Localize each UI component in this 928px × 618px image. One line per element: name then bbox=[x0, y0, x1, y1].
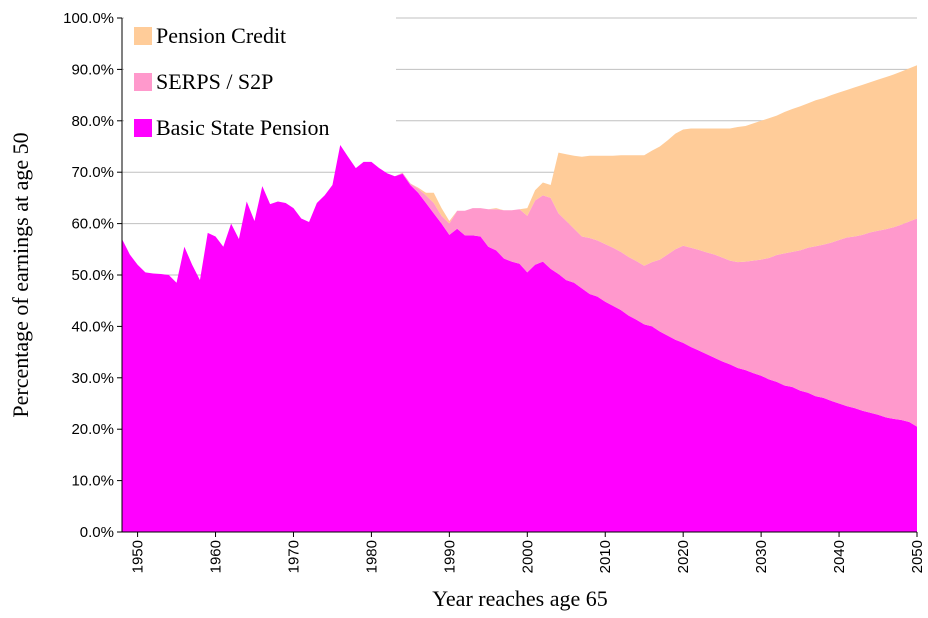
legend-label: Pension Credit bbox=[156, 23, 286, 48]
y-tick-label: 100.0% bbox=[63, 10, 114, 27]
x-axis-title: Year reaches age 65 bbox=[432, 586, 608, 611]
x-tick-label: 1970 bbox=[285, 540, 302, 573]
y-tick-label: 50.0% bbox=[71, 267, 114, 284]
y-tick-label: 0.0% bbox=[80, 524, 114, 541]
x-tick-label: 2010 bbox=[597, 540, 614, 573]
area bbox=[122, 144, 917, 532]
area bbox=[122, 144, 917, 427]
x-tick-label: 2030 bbox=[753, 540, 770, 573]
x-tick-label: 1960 bbox=[208, 540, 225, 573]
y-tick-label: 20.0% bbox=[71, 421, 114, 438]
legend-label: SERPS / S2P bbox=[156, 69, 273, 94]
x-tick-label: 2040 bbox=[831, 540, 848, 573]
x-tick-label: 2050 bbox=[909, 540, 926, 573]
y-tick-label: 30.0% bbox=[71, 370, 114, 387]
legend-swatch bbox=[134, 27, 152, 45]
y-tick-label: 10.0% bbox=[71, 473, 114, 490]
legend-swatch bbox=[134, 73, 152, 91]
x-tick-label: 1990 bbox=[441, 540, 458, 573]
y-axis-title: Percentage of earnings at age 50 bbox=[8, 132, 33, 417]
x-tick-label: 1950 bbox=[130, 540, 147, 573]
legend-swatch bbox=[134, 119, 152, 137]
x-tick-label: 1980 bbox=[363, 540, 380, 573]
legend-box bbox=[124, 14, 396, 142]
y-tick-label: 80.0% bbox=[71, 113, 114, 130]
y-tick-label: 60.0% bbox=[71, 216, 114, 233]
y-tick-label: 40.0% bbox=[71, 318, 114, 335]
x-tick-label: 2000 bbox=[519, 540, 536, 573]
area bbox=[122, 65, 917, 283]
legend-label: Basic State Pension bbox=[156, 115, 330, 140]
x-tick-label: 2020 bbox=[675, 540, 692, 573]
y-tick-label: 90.0% bbox=[71, 61, 114, 78]
y-tick-label: 70.0% bbox=[71, 164, 114, 181]
